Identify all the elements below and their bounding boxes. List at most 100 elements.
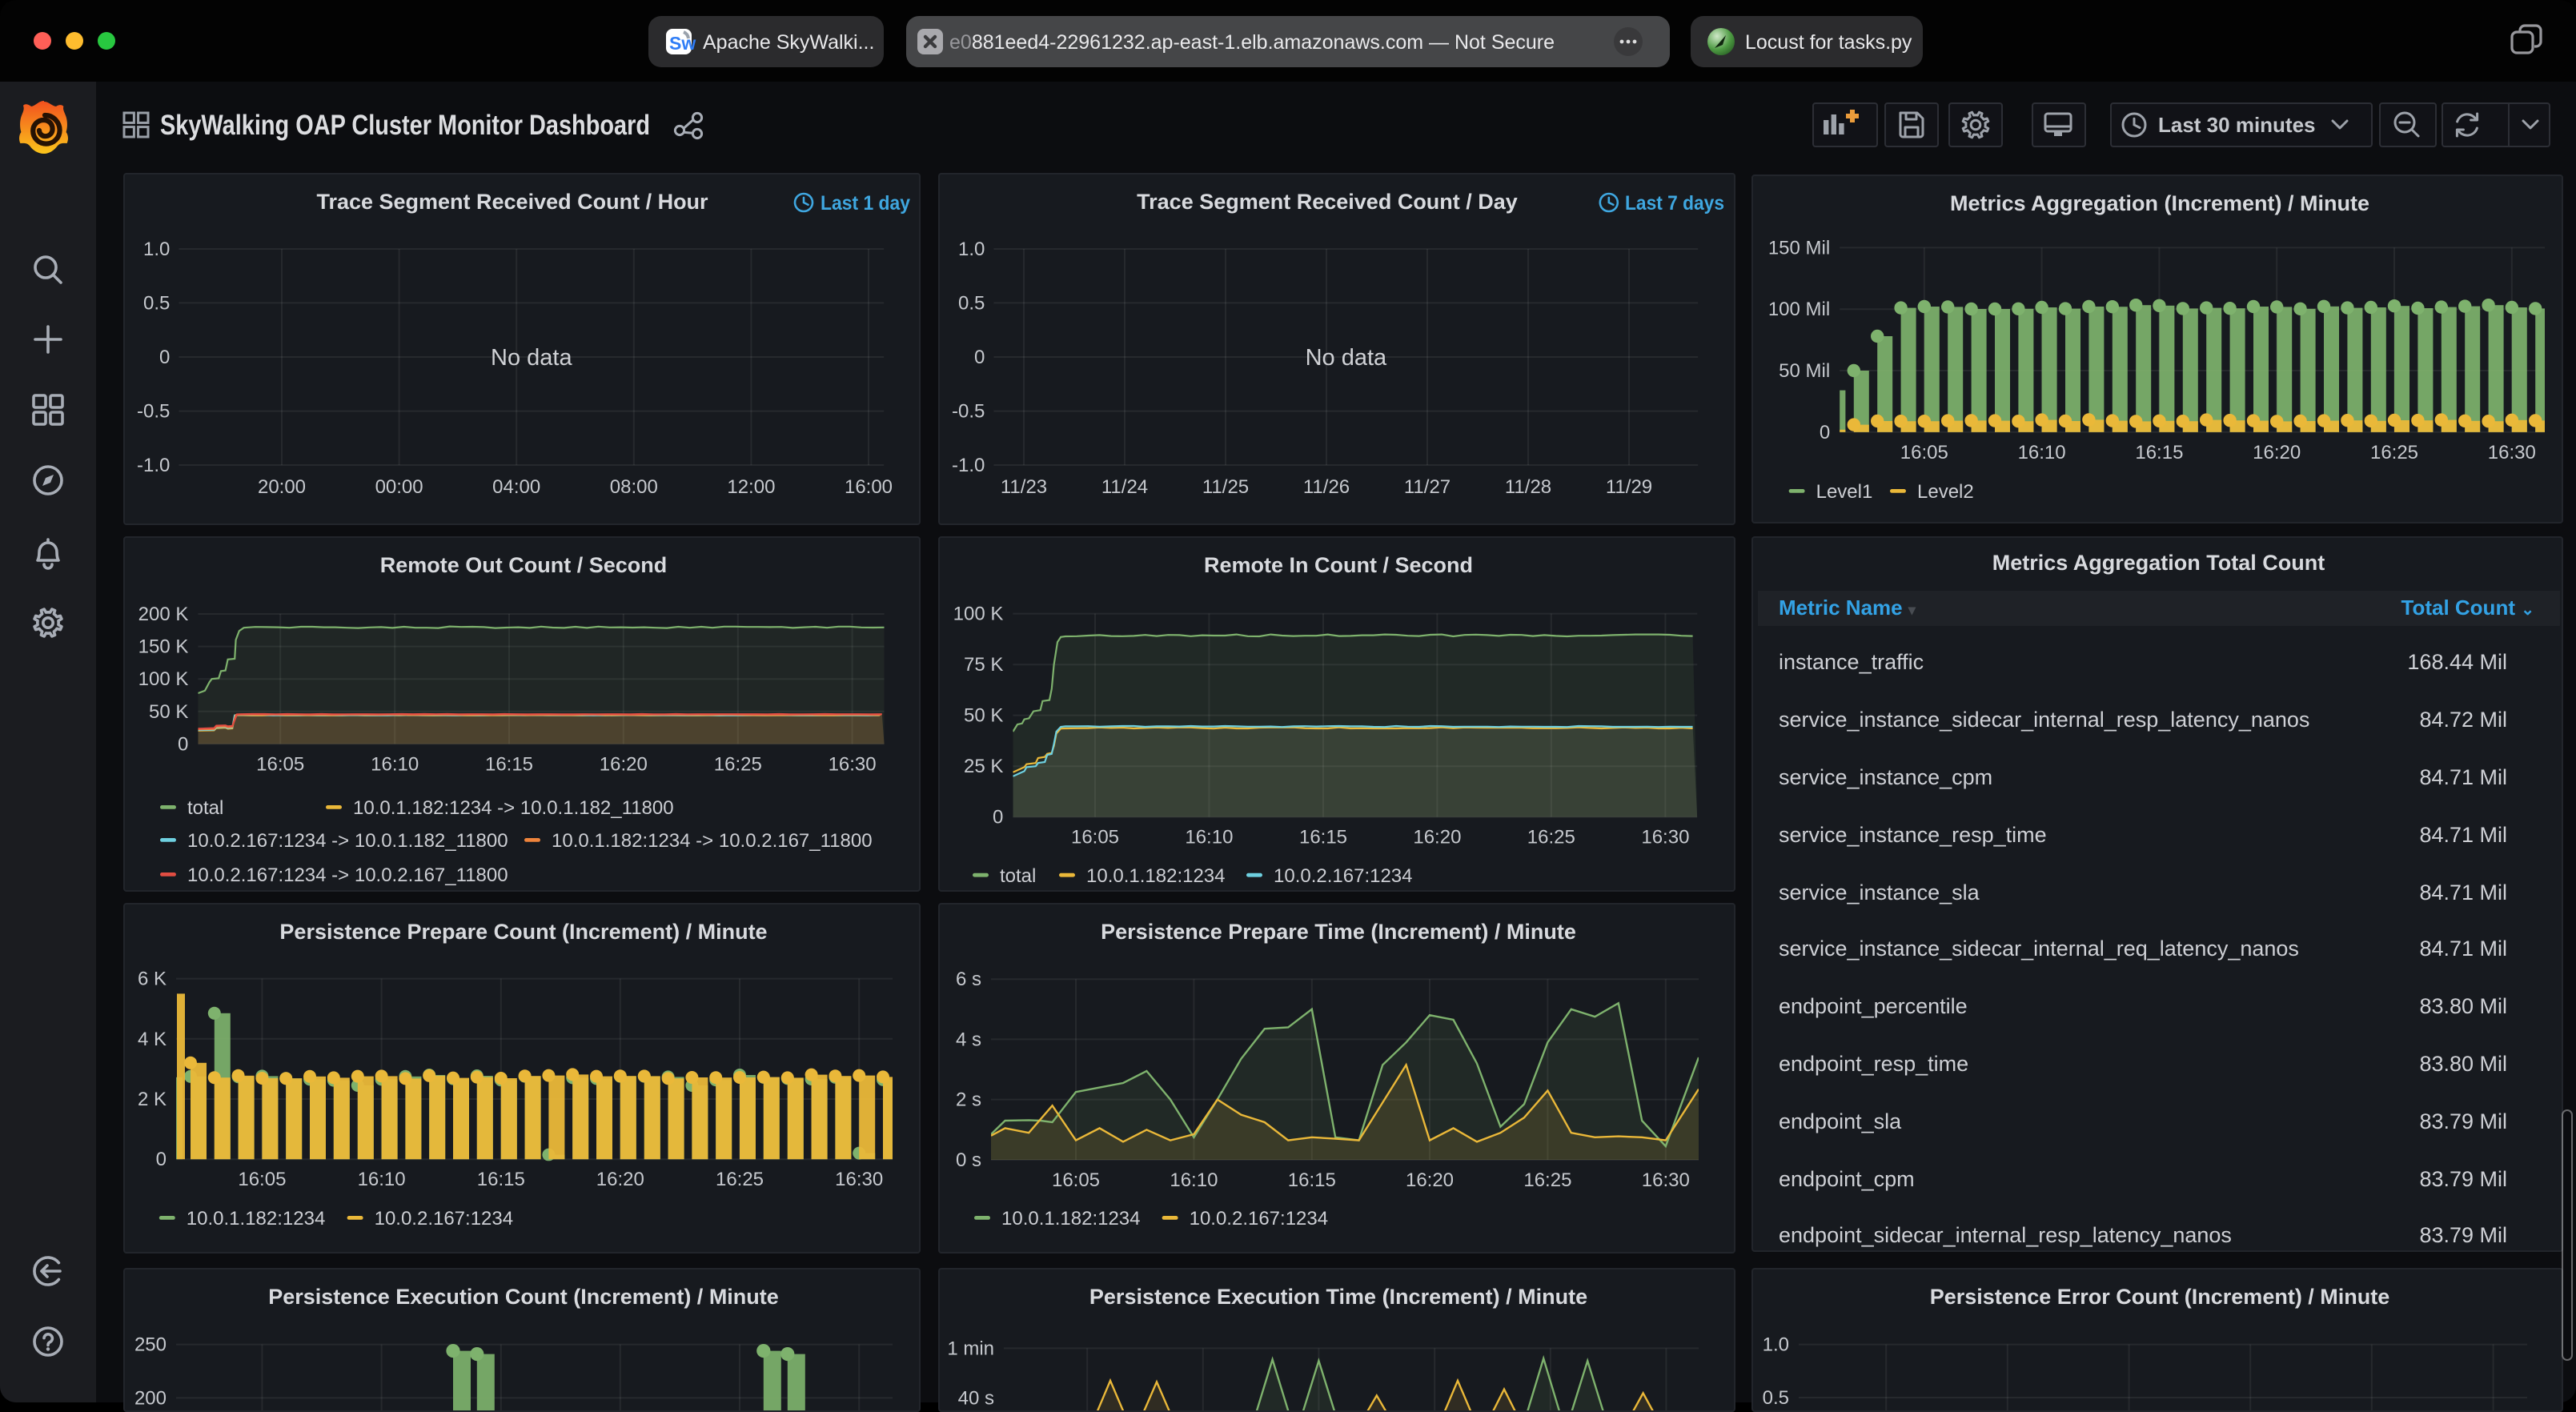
svg-text:16:05: 16:05 [1900,442,1948,463]
svg-text:16:30: 16:30 [2487,442,2535,463]
svg-text:16:10: 16:10 [1169,1169,1217,1190]
svg-text:16:15: 16:15 [484,753,532,775]
svg-text:total: total [999,865,1035,887]
svg-text:00:00: 00:00 [375,475,423,497]
svg-text:100 Mil: 100 Mil [1767,299,1829,320]
svg-text:250: 250 [134,1334,166,1355]
svg-text:0: 0 [1819,422,1829,443]
svg-text:16:25: 16:25 [1527,827,1575,848]
svg-text:16:30: 16:30 [1640,827,1688,848]
svg-text:16:10: 16:10 [370,753,418,775]
svg-text:08:00: 08:00 [609,475,657,497]
svg-text:SkyWalking OAP Cluster Monitor: SkyWalking OAP Cluster Monitor Dashboard [160,110,650,141]
svg-text:0 s: 0 s [955,1149,981,1170]
svg-text:150 K: 150 K [138,636,188,658]
svg-text:10.0.2.167:1234 -> 10.0.2.167_: 10.0.2.167:1234 -> 10.0.2.167_11800 [187,864,508,886]
svg-text:1.0: 1.0 [142,238,169,259]
svg-text:Locust for tasks.py: Locust for tasks.py [1745,31,1912,54]
svg-text:No data: No data [490,344,572,370]
svg-text:12:00: 12:00 [726,475,774,497]
svg-text:11/29: 11/29 [1605,475,1651,497]
svg-text:200 K: 200 K [138,604,188,625]
svg-text:10.0.2.167:1234: 10.0.2.167:1234 [374,1207,512,1229]
svg-text:10.0.1.182:1234: 10.0.1.182:1234 [186,1207,324,1229]
svg-text:25 K: 25 K [963,756,1002,777]
svg-text:10.0.1.182:1234: 10.0.1.182:1234 [1001,1207,1140,1229]
svg-text:150 Mil: 150 Mil [1767,237,1829,259]
svg-text:16:25: 16:25 [1523,1169,1571,1190]
svg-text:total: total [187,797,223,819]
svg-text:40 s: 40 s [957,1387,993,1409]
svg-text:16:10: 16:10 [2017,442,2065,463]
svg-text:04:00: 04:00 [492,475,540,497]
svg-text:0: 0 [992,807,1002,828]
svg-text:0.5: 0.5 [142,291,169,313]
svg-text:200: 200 [134,1387,166,1409]
svg-text:16:20: 16:20 [599,753,647,775]
svg-text:Persistence Error Count (Incre: Persistence Error Count (Increment) / Mi… [1929,1285,2389,1309]
svg-text:Last 7 days: Last 7 days [1624,191,1723,214]
svg-text:16:30: 16:30 [1641,1169,1689,1190]
svg-text:Sw: Sw [669,33,696,54]
svg-text:20:00: 20:00 [257,475,305,497]
svg-text:Trace Segment Received Count /: Trace Segment Received Count / Day [1136,189,1517,213]
svg-text:2 s: 2 s [955,1089,981,1110]
svg-text:10.0.1.182:1234 -> 10.0.1.182_: 10.0.1.182:1234 -> 10.0.1.182_11800 [352,797,673,819]
svg-text:16:15: 16:15 [2134,442,2182,463]
svg-text:100 K: 100 K [953,604,1003,625]
svg-text:16:10: 16:10 [357,1168,405,1189]
svg-text:11/27: 11/27 [1403,475,1450,497]
svg-text:10.0.2.167:1234 -> 10.0.1.182_: 10.0.2.167:1234 -> 10.0.1.182_11800 [187,830,508,852]
svg-text:16:15: 16:15 [1298,827,1346,848]
svg-text:16:20: 16:20 [2252,442,2300,463]
svg-text:4 s: 4 s [955,1028,981,1049]
svg-text:1.0: 1.0 [957,238,984,259]
svg-text:75 K: 75 K [963,654,1002,676]
svg-text:11/23: 11/23 [1000,475,1046,497]
svg-text:0: 0 [158,346,169,367]
svg-text:2 K: 2 K [137,1088,166,1109]
svg-text:No data: No data [1305,344,1386,370]
svg-text:16:20: 16:20 [1405,1169,1453,1190]
svg-text:1.0: 1.0 [1762,1334,1788,1355]
svg-text:Apache SkyWalki...: Apache SkyWalki... [703,31,874,54]
svg-text:4 K: 4 K [137,1028,166,1049]
svg-text:10.0.1.182:1234: 10.0.1.182:1234 [1085,865,1225,887]
svg-text:1 min: 1 min [946,1338,993,1359]
svg-text:-0.5: -0.5 [951,400,984,422]
svg-text:0.5: 0.5 [957,291,984,313]
svg-text:Persistence Prepare Count (Inc: Persistence Prepare Count (Increment) / … [279,919,766,943]
svg-text:Last 30 minutes: Last 30 minutes [2158,113,2316,137]
svg-text:0.5: 0.5 [1762,1387,1788,1409]
svg-text:16:05: 16:05 [1051,1169,1099,1190]
svg-text:16:05: 16:05 [237,1168,285,1189]
svg-text:Remote Out Count / Second: Remote Out Count / Second [379,553,667,577]
svg-text:-0.5: -0.5 [136,400,169,422]
svg-text:11/25: 11/25 [1202,475,1248,497]
svg-text:0: 0 [177,733,187,755]
svg-text:11/24: 11/24 [1101,475,1147,497]
svg-text:6 K: 6 K [137,968,166,989]
svg-text:11/28: 11/28 [1504,475,1551,497]
svg-text:16:05: 16:05 [255,753,303,775]
svg-text:11/26: 11/26 [1302,475,1349,497]
svg-text:16:10: 16:10 [1184,827,1232,848]
svg-text:16:30: 16:30 [834,1168,882,1189]
svg-text:16:20: 16:20 [1412,827,1460,848]
svg-text:Last 1 day: Last 1 day [820,191,909,214]
svg-text:16:05: 16:05 [1070,827,1118,848]
svg-text:16:25: 16:25 [713,753,761,775]
svg-text:16:25: 16:25 [715,1168,763,1189]
svg-text:Persistence Prepare Time (Incr: Persistence Prepare Time (Increment) / M… [1100,919,1575,943]
svg-text:10.0.2.167:1234: 10.0.2.167:1234 [1273,865,1412,887]
svg-text:-1.0: -1.0 [136,454,169,475]
svg-text:6 s: 6 s [955,968,981,989]
svg-text:0: 0 [155,1148,166,1169]
svg-text:50 K: 50 K [963,705,1002,727]
svg-text:Persistence Execution Count (I: Persistence Execution Count (Increment) … [267,1285,778,1309]
svg-text:16:15: 16:15 [1287,1169,1335,1190]
svg-text:10.0.2.167:1234: 10.0.2.167:1234 [1189,1207,1328,1229]
svg-text:0: 0 [973,346,984,367]
svg-text:Persistence Execution Time (In: Persistence Execution Time (Increment) /… [1089,1285,1587,1309]
svg-text:10.0.1.182:1234 -> 10.0.2.167_: 10.0.1.182:1234 -> 10.0.2.167_11800 [551,830,872,852]
